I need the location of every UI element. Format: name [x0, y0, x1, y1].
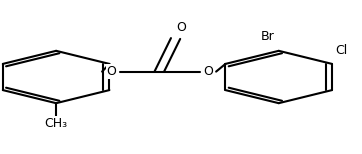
Text: Br: Br	[261, 30, 275, 43]
Text: O: O	[106, 65, 116, 78]
Text: O: O	[203, 65, 213, 78]
Text: O: O	[176, 21, 186, 34]
Text: Cl: Cl	[335, 44, 347, 57]
Text: CH₃: CH₃	[45, 117, 68, 130]
